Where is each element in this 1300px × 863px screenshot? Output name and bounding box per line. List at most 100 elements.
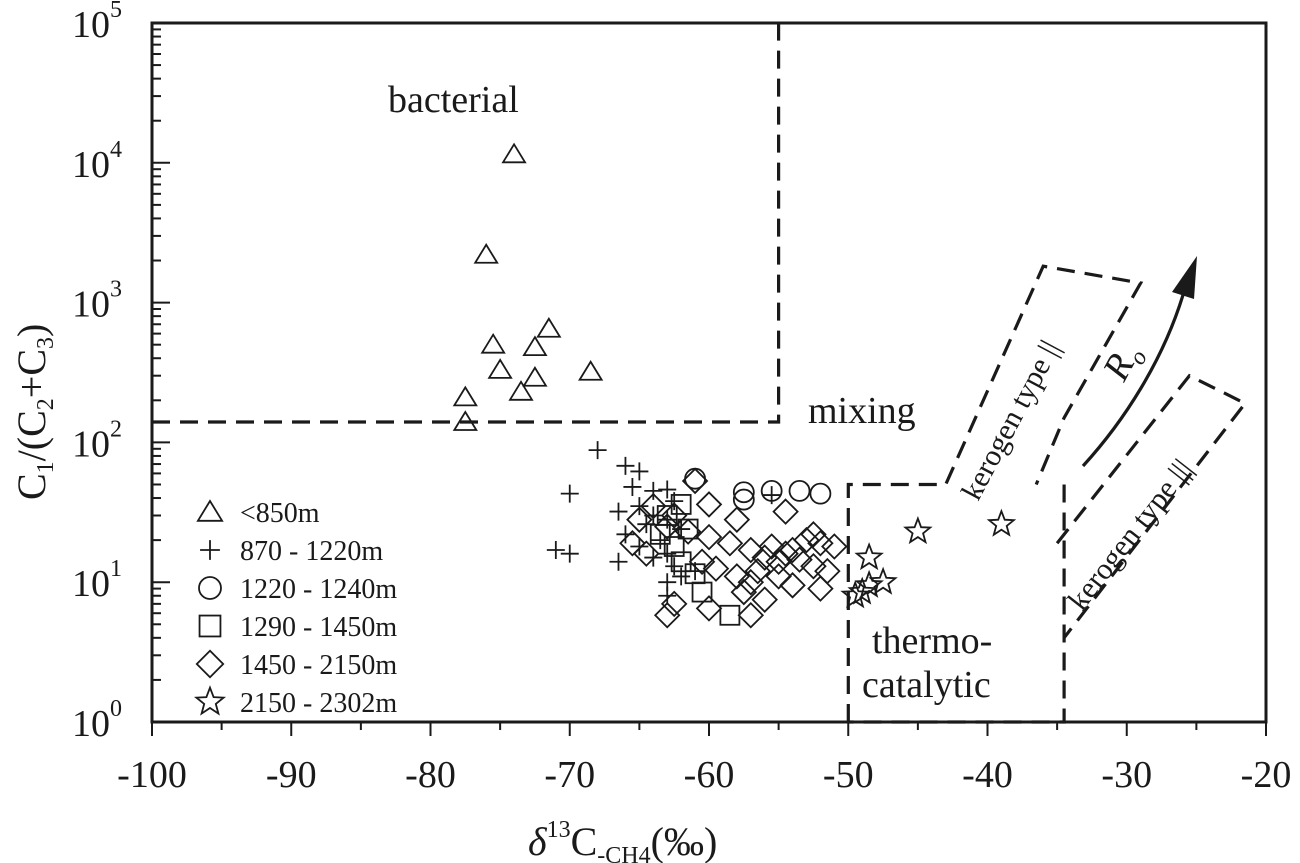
data-point-circle: [732, 481, 755, 504]
y-tick-label: 103: [72, 277, 122, 326]
diamond-shape: [660, 590, 688, 618]
data-point-plus: [560, 484, 579, 503]
data-point-square: [691, 581, 713, 603]
diamond-shape: [660, 502, 688, 529]
star-shape: [194, 685, 226, 716]
data-point-triangle: [480, 332, 506, 354]
data-point-triangle: [473, 243, 499, 264]
data-point-plus: [658, 480, 677, 499]
x-title-sub: -CH4: [597, 843, 650, 863]
diamond-shape: [695, 595, 723, 622]
triangle-shape: [578, 360, 604, 381]
ro-arrow-head: [1172, 256, 1197, 299]
data-point-diamond: [695, 491, 723, 518]
plus-shape: [658, 586, 677, 605]
data-point-diamond: [779, 572, 806, 599]
diamond-shape: [737, 536, 765, 564]
kerogen-type-2-boundary: [846, 264, 1144, 722]
y-tick-exp: 0: [110, 696, 122, 722]
circle-shape: [198, 576, 222, 600]
data-point-diamond: [660, 590, 688, 618]
label-bacterial: bacterial: [388, 79, 519, 121]
data-point-square: [656, 505, 678, 526]
data-point-circle: [732, 488, 755, 511]
data-point-diamond: [772, 540, 799, 567]
data-point-diamond: [730, 578, 758, 606]
y-tick-exp: 3: [110, 277, 122, 303]
diamond-shape: [723, 563, 751, 590]
data-point-plus: [630, 537, 649, 556]
y-tick-label: 104: [72, 137, 122, 186]
diamond-shape: [633, 540, 660, 567]
y-tick-exp: 5: [110, 0, 122, 23]
y-title-c: C: [9, 473, 54, 500]
y-tick-label: 100: [72, 696, 122, 745]
triangle-shape: [480, 332, 506, 354]
data-point-triangle: [522, 366, 548, 387]
legend-label: 1450 - 2150m: [240, 650, 397, 681]
plus-shape: [658, 544, 677, 563]
diamond-shape: [195, 649, 225, 679]
plus-shape: [609, 502, 628, 521]
diamond-shape: [772, 540, 799, 567]
triangle-shape: [452, 410, 478, 431]
data-point-diamond: [716, 529, 744, 557]
thermocatalytic-boundary: [848, 484, 1066, 724]
y-tick-label: 101: [72, 556, 122, 605]
x-tick-label: -50: [823, 754, 874, 796]
y-tick-label: 105: [72, 0, 122, 46]
data-point-star: [854, 569, 884, 598]
square-shape: [663, 536, 685, 557]
data-point-triangle: [487, 358, 513, 379]
y-title-s3: 3: [33, 337, 59, 349]
data-point-star: [903, 516, 933, 545]
plus-shape: [658, 480, 677, 499]
diamond-shape: [695, 523, 723, 551]
data-point-star: [986, 508, 1017, 537]
plus-shape: [651, 531, 670, 550]
data-point-diamond: [786, 546, 813, 573]
label-thermo: thermo-: [872, 620, 992, 662]
ro-arrow-shaft: [1081, 294, 1185, 468]
diamond-shape: [674, 518, 702, 545]
plus-shape: [630, 497, 649, 516]
diamond-shape: [751, 586, 778, 613]
legend-marker: [198, 576, 222, 600]
triangle-shape: [452, 385, 478, 407]
y-title-plus: +C: [9, 349, 54, 398]
y-title-close: ): [9, 324, 54, 337]
square-shape: [656, 505, 678, 526]
x-tick-label: -70: [544, 754, 595, 796]
circle-shape: [732, 488, 755, 511]
data-point-diamond: [640, 492, 667, 520]
label-mixing: mixing: [808, 390, 916, 432]
circle-shape: [732, 481, 755, 504]
plus-shape: [616, 456, 635, 475]
star-shape: [854, 569, 884, 598]
data-point-diamond: [660, 502, 688, 529]
data-point-diamond: [765, 563, 792, 590]
diamond-shape: [681, 467, 709, 495]
diamond-shape: [653, 601, 681, 629]
data-point-diamond: [744, 557, 772, 585]
diamond-shape: [772, 498, 799, 525]
star-shape: [854, 542, 884, 571]
data-point-triangle: [452, 410, 478, 431]
data-points: [452, 142, 1017, 629]
legend-marker: [198, 614, 222, 638]
diamond-shape: [744, 557, 772, 585]
data-point-square: [719, 604, 741, 626]
data-point-plus: [560, 544, 579, 563]
y-tick-base: 10: [72, 563, 110, 605]
diamond-shape: [716, 529, 744, 557]
x-axis: -100 -90 -80 -70 -60 -50 -40 -30 -20: [117, 722, 1291, 796]
bacterial-boundary: [152, 23, 781, 424]
square-shape: [719, 604, 741, 626]
star-shape: [840, 580, 871, 609]
square-shape: [691, 581, 713, 603]
data-point-star: [868, 566, 898, 595]
triangle-shape: [536, 317, 562, 338]
plus-shape: [560, 544, 579, 563]
y-tick-exp: 2: [110, 416, 122, 442]
legend-label: 1290 - 1450m: [240, 612, 397, 643]
